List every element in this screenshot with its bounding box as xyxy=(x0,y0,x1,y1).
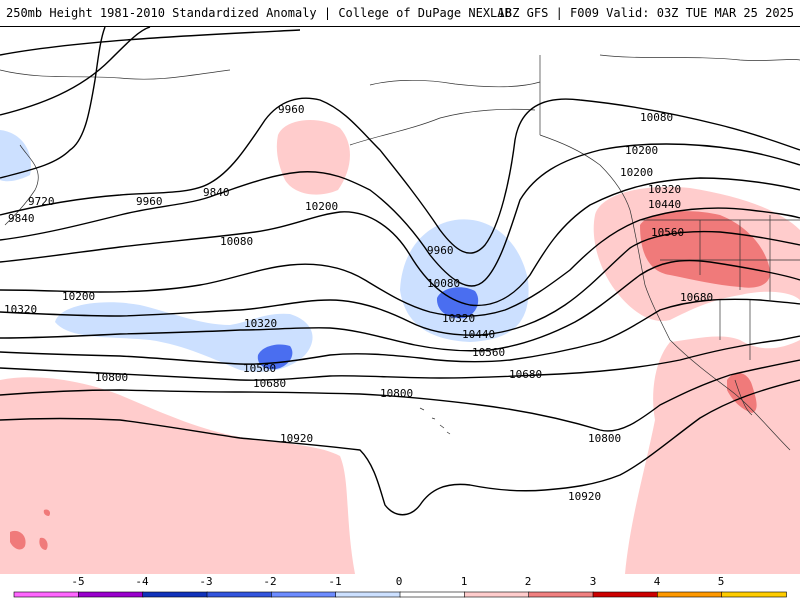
contour-label: 10680 xyxy=(253,377,286,390)
positive-anomaly-area-strong xyxy=(10,530,26,550)
positive-anomaly-area xyxy=(276,119,350,195)
contour-label: 10320 xyxy=(648,183,681,196)
anomaly-shading xyxy=(0,119,800,574)
positive-anomaly-area-strong xyxy=(727,372,757,413)
contour-label: 10080 xyxy=(640,111,673,124)
contour-label: 10920 xyxy=(280,432,313,445)
contour-label: 10920 xyxy=(568,490,601,503)
anomaly-colorbar: -5 -4 -3 -2 -1 0 1 2 3 4 5 xyxy=(13,575,787,598)
colorbar-segment xyxy=(657,591,723,598)
anomaly-map: 9960 9720 9840 9840 9960 9960 10080 1008… xyxy=(0,27,800,574)
map-title: 250mb Height 1981-2010 Standardized Anom… xyxy=(6,6,512,20)
positive-anomaly-area-strong xyxy=(39,537,48,550)
coastlines xyxy=(0,54,800,451)
colorbar-tick-label: 4 xyxy=(654,575,661,588)
contour-label: 9960 xyxy=(427,244,454,257)
contour-label: 9960 xyxy=(278,103,305,116)
colorbar-tick-label: -5 xyxy=(71,575,84,588)
negative-anomaly-area xyxy=(400,219,529,342)
contour-labels: 9960 9720 9840 9840 9960 9960 10080 1008… xyxy=(4,103,713,503)
map-header: 250mb Height 1981-2010 Standardized Anom… xyxy=(0,0,800,27)
contour-label: 10320 xyxy=(244,317,277,330)
colorbar-tick-label: -2 xyxy=(263,575,276,588)
colorbar-tick-label: 5 xyxy=(718,575,725,588)
negative-anomaly-area xyxy=(0,130,31,182)
negative-anomaly-area xyxy=(436,287,479,319)
colorbar-segment xyxy=(271,591,337,598)
negative-anomaly-area xyxy=(55,302,313,372)
colorbar-ticks: -5 -4 -3 -2 -1 0 1 2 3 4 5 xyxy=(71,575,724,588)
contour-label: 10800 xyxy=(588,432,621,445)
contour-label: 10800 xyxy=(380,387,413,400)
contour-label: 9960 xyxy=(136,195,163,208)
height-contours xyxy=(0,27,800,516)
colorbar-segments xyxy=(13,591,787,598)
colorbar-segment xyxy=(13,591,80,598)
contour-label: 10200 xyxy=(625,144,658,157)
colorbar-segment xyxy=(399,591,466,598)
colorbar-tick-label: 2 xyxy=(525,575,532,588)
contour-label: 10440 xyxy=(648,198,681,211)
contour-label: 10200 xyxy=(62,290,95,303)
contour-label: 9840 xyxy=(8,212,35,225)
model-run-info: 18Z GFS | F009 Valid: 03Z TUE MAR 25 202… xyxy=(497,6,794,20)
colorbar-tick-label: -4 xyxy=(135,575,149,588)
contour-label: 10560 xyxy=(651,226,684,239)
colorbar-tick-label: -3 xyxy=(199,575,212,588)
positive-anomaly-area-strong xyxy=(43,509,51,516)
contour-label: 9720 xyxy=(28,195,55,208)
colorbar-tick-label: 0 xyxy=(396,575,403,588)
colorbar-segment xyxy=(335,591,401,598)
contour-label: 10080 xyxy=(220,235,253,248)
contour-label: 10680 xyxy=(680,291,713,304)
contour-label: 10320 xyxy=(442,312,475,325)
colorbar-segment xyxy=(464,591,530,598)
positive-anomaly-area-strong xyxy=(640,211,771,288)
colorbar-segment xyxy=(206,591,273,598)
colorbar-segment xyxy=(528,591,594,598)
colorbar-segment xyxy=(78,591,144,598)
colorbar-tick-label: -1 xyxy=(328,575,341,588)
colorbar-tick-label: 3 xyxy=(590,575,597,588)
contour-label: 9840 xyxy=(203,186,230,199)
contour-label: 10560 xyxy=(472,346,505,359)
colorbar-segment xyxy=(721,591,787,598)
contour-label: 10200 xyxy=(620,166,653,179)
contour-label: 10800 xyxy=(95,371,128,384)
contour-label: 10320 xyxy=(4,303,37,316)
contour-label: 10440 xyxy=(462,328,495,341)
contour-label: 10080 xyxy=(427,277,460,290)
colorbar-segment xyxy=(592,591,659,598)
positive-anomaly-area xyxy=(0,377,355,574)
contour-label: 10680 xyxy=(509,368,542,381)
contour-label: 10200 xyxy=(305,200,338,213)
colorbar-tick-label: 1 xyxy=(461,575,468,588)
contour-label: 10560 xyxy=(243,362,276,375)
colorbar-segment xyxy=(142,591,208,598)
